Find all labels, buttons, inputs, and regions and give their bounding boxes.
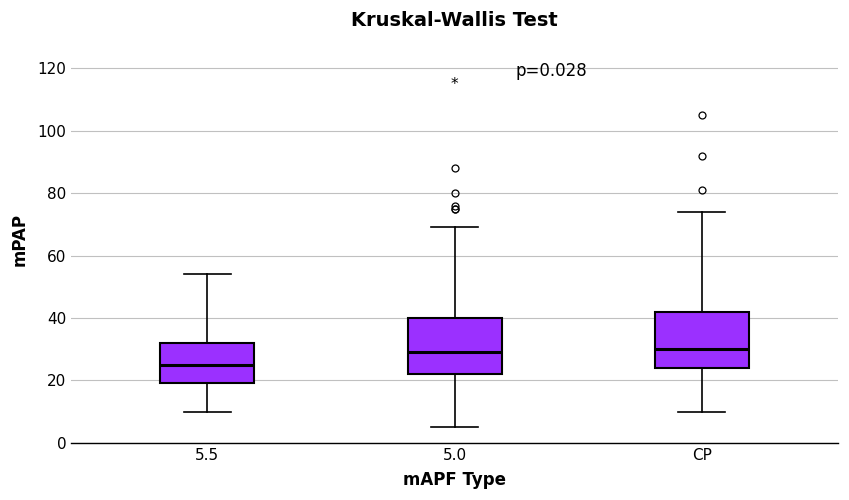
- PathPatch shape: [408, 318, 502, 374]
- Text: *: *: [451, 76, 458, 92]
- X-axis label: mAPF Type: mAPF Type: [403, 471, 506, 489]
- PathPatch shape: [160, 343, 254, 384]
- Title: Kruskal-Wallis Test: Kruskal-Wallis Test: [351, 11, 558, 30]
- Y-axis label: mPAP: mPAP: [11, 214, 29, 266]
- Text: p=0.028: p=0.028: [516, 62, 588, 80]
- PathPatch shape: [655, 312, 749, 368]
